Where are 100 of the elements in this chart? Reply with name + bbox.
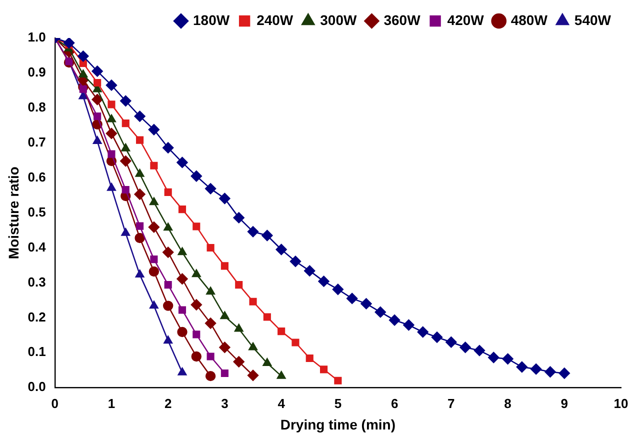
point: [136, 136, 144, 144]
x-tick-label: 10: [614, 396, 628, 411]
point: [558, 368, 570, 379]
point: [220, 311, 230, 320]
point: [121, 143, 130, 152]
legend-label: 240W: [256, 12, 294, 28]
point: [178, 206, 186, 214]
point: [79, 85, 87, 93]
y-tick-label: 0.0: [28, 379, 46, 394]
point: [149, 197, 158, 206]
y-tick-label: 0.4: [28, 239, 47, 254]
x-tick-label: 6: [390, 396, 398, 411]
point: [176, 156, 188, 168]
point: [78, 70, 88, 78]
point: [290, 256, 302, 267]
point: [276, 244, 287, 256]
point: [334, 376, 342, 384]
point: [374, 306, 386, 318]
point: [148, 222, 160, 233]
point: [219, 192, 230, 204]
point: [318, 276, 330, 287]
point: [164, 188, 172, 196]
point: [106, 182, 116, 191]
x-tick-label: 3: [221, 396, 228, 411]
point: [162, 246, 174, 258]
point: [92, 94, 103, 106]
point: [108, 150, 116, 158]
x-tick-label: 4: [278, 396, 286, 411]
point: [332, 284, 344, 295]
y-tick-label: 0.2: [28, 309, 46, 324]
point: [247, 370, 259, 381]
y-axis-title: Moisture ratio: [5, 166, 22, 260]
y-tick-label: 1.0: [28, 30, 46, 45]
point: [120, 155, 132, 167]
point: [516, 361, 528, 373]
point: [206, 286, 216, 295]
point: [149, 300, 158, 309]
point: [78, 50, 89, 62]
y-tick-label: 0.6: [28, 169, 46, 184]
point: [148, 266, 160, 277]
point: [136, 222, 144, 230]
point: [134, 232, 145, 244]
point: [544, 366, 556, 378]
point: [262, 230, 273, 242]
point: [192, 330, 200, 338]
point: [94, 78, 102, 87]
x-tick-label: 1: [108, 396, 116, 411]
point: [530, 363, 542, 375]
point: [191, 351, 202, 362]
point: [63, 38, 75, 48]
point: [220, 262, 228, 270]
point: [178, 367, 187, 376]
point: [219, 342, 230, 353]
legend-label: 420W: [447, 12, 485, 28]
legend-label: 480W: [510, 12, 548, 28]
point: [163, 300, 174, 311]
point: [135, 270, 144, 278]
legend-label: 300W: [320, 12, 358, 28]
x-tick-label: 8: [504, 396, 512, 411]
point: [220, 369, 228, 378]
point: [204, 318, 216, 329]
y-tick-label: 0.8: [28, 100, 46, 114]
point: [106, 114, 116, 122]
point: [176, 273, 188, 284]
legend-label: 180W: [192, 12, 230, 28]
point: [178, 247, 187, 256]
point: [460, 342, 471, 353]
point: [262, 358, 272, 366]
point: [94, 112, 102, 120]
point: [488, 352, 500, 364]
y-tick-label: 0.5: [28, 204, 46, 220]
legend-label: 540W: [574, 12, 612, 28]
point: [177, 326, 188, 338]
point: [233, 212, 244, 224]
point: [292, 338, 300, 346]
point: [247, 226, 259, 238]
point: [92, 136, 102, 144]
point: [134, 110, 146, 122]
y-tick-label: 0.7: [28, 134, 46, 150]
point: [106, 128, 118, 140]
point: [190, 299, 202, 310]
point: [206, 244, 214, 252]
legend-label: 360W: [384, 12, 422, 28]
point: [190, 170, 202, 182]
y-tick-label: 0.9: [28, 64, 46, 80]
point: [192, 269, 201, 278]
point: [320, 366, 328, 374]
point: [346, 292, 358, 304]
point: [150, 256, 158, 264]
point: [417, 326, 428, 338]
point: [205, 370, 216, 382]
point: [148, 124, 160, 136]
point: [233, 356, 244, 368]
point: [304, 265, 316, 276]
point: [235, 281, 243, 289]
point: [276, 370, 286, 379]
point: [92, 66, 103, 77]
point: [204, 183, 216, 194]
point: [474, 344, 486, 356]
point: [162, 142, 174, 154]
